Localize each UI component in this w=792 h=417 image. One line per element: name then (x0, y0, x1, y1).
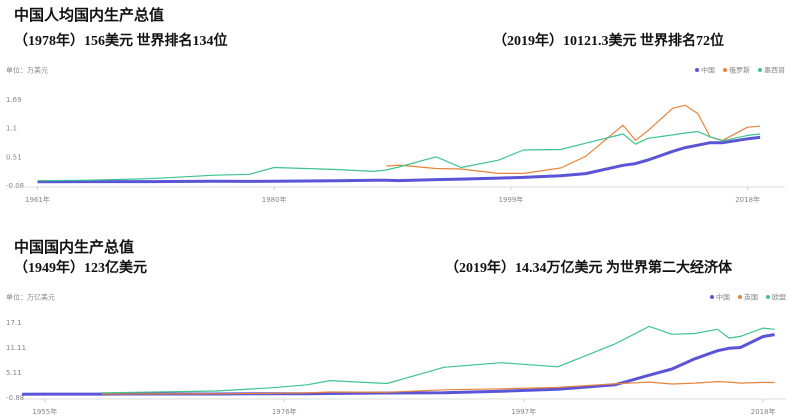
legend-marker (758, 68, 762, 72)
y-tick-label: -0.08 (6, 182, 24, 190)
y-tick-label: -0.88 (6, 394, 24, 402)
series-line (37, 130, 761, 182)
chart-subtitle: （1978年）156美元 世界排名134位 (14, 32, 228, 49)
legend-label: 墨西哥 (764, 67, 785, 75)
chart-title: 中国国内生产总值 (14, 238, 134, 256)
unit-label: 单位：万亿美元 (6, 293, 55, 302)
series-line (386, 104, 761, 174)
legend-label: 英国 (744, 293, 758, 302)
legend-marker (766, 295, 770, 299)
chart-subtitle: （1949年）123亿美元 (14, 259, 147, 276)
series-line (101, 325, 775, 394)
y-tick-label: 1.69 (6, 96, 22, 104)
series-line (101, 381, 775, 395)
x-tick-label: 1980年 (262, 195, 287, 204)
legend-label: 中国 (716, 293, 730, 302)
legend-marker (695, 68, 699, 72)
x-tick-label: 1955年 (32, 407, 57, 416)
annotation: （2019年）10121.3美元 世界排名72位 (493, 32, 724, 49)
x-tick-label: 1961年 (25, 195, 50, 204)
legend-label: 中国 (701, 66, 715, 75)
x-tick-label: 2018年 (751, 407, 776, 416)
legend-label: 欧盟 (772, 293, 786, 302)
legend-marker (738, 295, 742, 299)
legend-marker (710, 295, 714, 299)
y-tick-label: 1.1 (6, 125, 17, 133)
series-line (37, 135, 761, 184)
y-tick-label: 0.51 (6, 153, 22, 161)
x-tick-label: 2018年 (735, 195, 760, 204)
y-tick-label: 11.11 (6, 344, 26, 352)
x-tick-label: 1997年 (511, 407, 536, 416)
legend-marker (723, 68, 727, 72)
x-tick-label: 1999年 (498, 195, 523, 204)
chart-title: 中国人均国内生产总值 (14, 6, 164, 24)
x-tick-label: 1976年 (272, 407, 297, 416)
legend-label: 俄罗斯 (729, 66, 750, 75)
unit-label: 单位：万美元 (6, 66, 48, 75)
y-tick-label: 5.11 (6, 369, 22, 377)
annotation: （2019年）14.34万亿美元 为世界第二大经济体 (445, 259, 733, 276)
series-line (21, 333, 775, 396)
y-tick-label: 17.1 (6, 319, 22, 327)
